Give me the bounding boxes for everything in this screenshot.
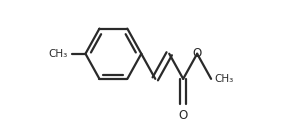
Text: O: O — [179, 109, 188, 122]
Text: O: O — [193, 47, 202, 60]
Text: CH₃: CH₃ — [215, 74, 234, 84]
Text: CH₃: CH₃ — [49, 49, 68, 59]
